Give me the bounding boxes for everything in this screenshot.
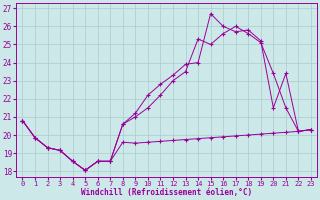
X-axis label: Windchill (Refroidissement éolien,°C): Windchill (Refroidissement éolien,°C) [81,188,252,197]
